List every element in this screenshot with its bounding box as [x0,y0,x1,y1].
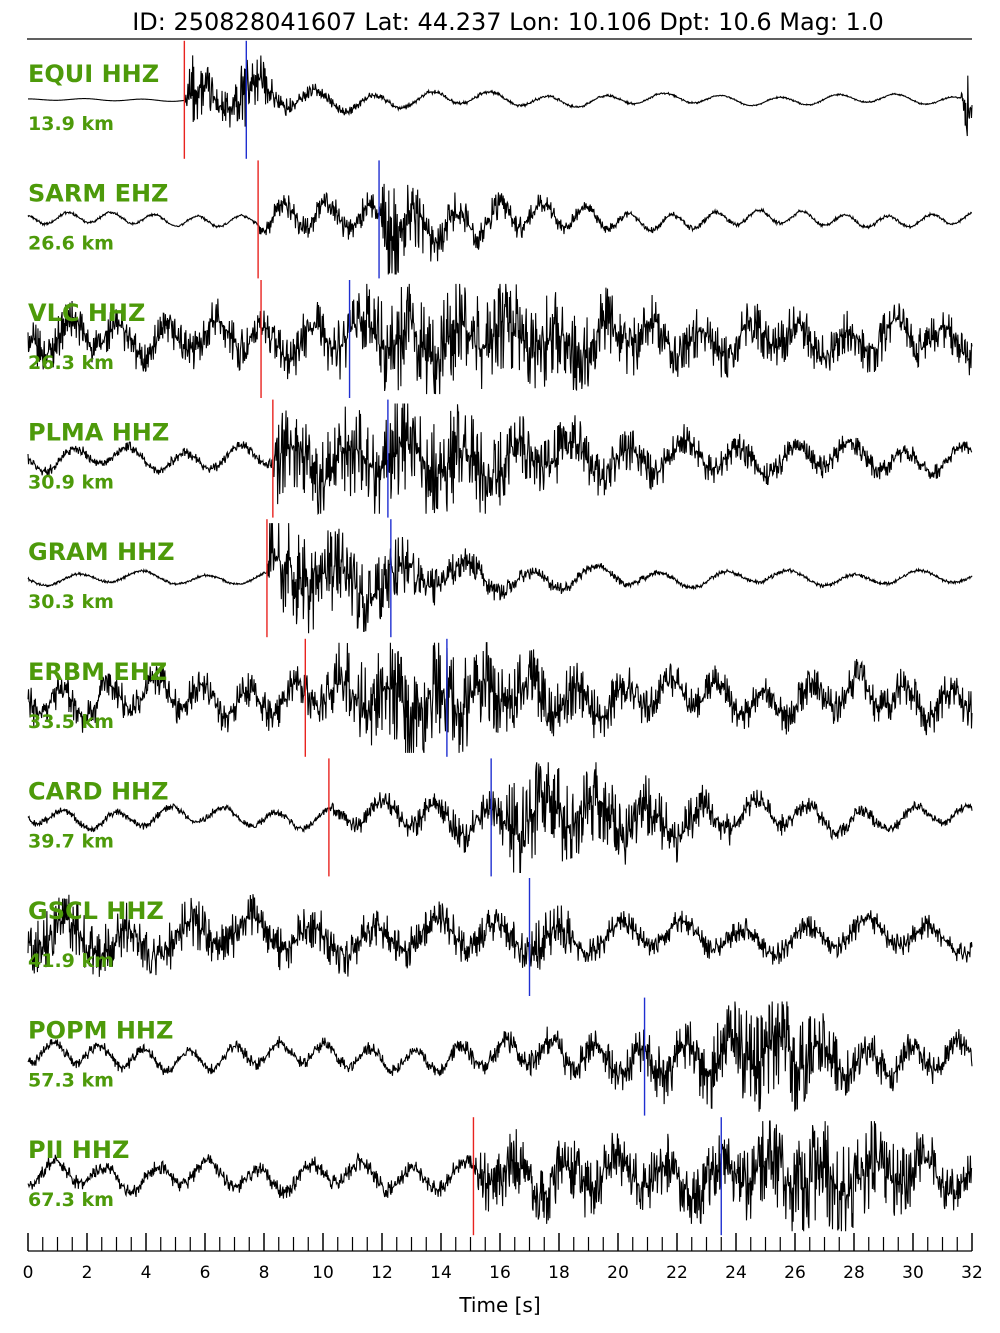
trace-erbm-ehz: ERBM EHZ 33.5 km [27,638,973,757]
trace-pii-hhz: PII HHZ 67.3 km [27,1117,973,1236]
distance-label: 26.3 km [28,352,114,374]
distance-label: 30.9 km [28,472,114,494]
x-tick-label: 10 [312,1263,334,1283]
distance-label: 33.5 km [28,711,114,733]
x-tick-label: 32 [961,1263,983,1283]
trace-sarm-ehz: SARM EHZ 26.6 km [27,160,973,279]
station-label: GSCL HHZ [28,897,164,925]
trace-vlc-hhz: VLC HHZ 26.3 km [27,280,973,398]
waveform [27,762,973,874]
station-label: VLC HHZ [28,299,145,327]
distance-label: 30.3 km [28,591,114,613]
x-tick-label: 0 [23,1263,34,1283]
station-label: CARD HHZ [28,777,169,805]
x-tick-label: 22 [666,1263,688,1283]
x-tick-label: 4 [141,1263,152,1283]
waveform [27,1120,973,1232]
x-tick-label: 18 [548,1263,570,1283]
x-tick-label: 28 [843,1263,865,1283]
x-tick-label: 26 [784,1263,806,1283]
waveform [27,283,973,395]
trace-equi-hhz: EQUI HHZ 13.9 km [27,40,973,159]
trace-card-hhz: CARD HHZ 39.7 km [27,758,973,877]
trace-plma-hhz: PLMA HHZ 30.9 km [27,399,973,518]
x-tick-label: 2 [82,1263,93,1283]
x-tick-label: 24 [725,1263,747,1283]
waveform [27,55,973,137]
x-tick-label: 12 [371,1263,393,1283]
x-tick-label: 20 [607,1263,629,1283]
station-label: PII HHZ [28,1136,129,1164]
time-axis: 0 2 4 6 8 10 12 14 16 18 20 22 24 26 28 30 32 [23,1233,983,1283]
x-tick-label: 14 [430,1263,452,1283]
chart-title: ID: 250828041607 Lat: 44.237 Lon: 10.106… [132,8,884,36]
station-label: EQUI HHZ [28,60,159,88]
station-label: GRAM HHZ [28,538,175,566]
x-tick-label: 16 [489,1263,511,1283]
trace-popm-hhz: POPM HHZ 57.3 km [27,997,973,1116]
station-label: POPM HHZ [28,1017,173,1045]
distance-label: 39.7 km [28,830,114,852]
waveform [27,1001,973,1112]
x-tick-label: 6 [200,1263,211,1283]
x-tick-label: 8 [259,1263,270,1283]
waveform [27,894,973,977]
distance-label: 57.3 km [28,1070,114,1092]
distance-label: 67.3 km [28,1189,114,1211]
waveform [27,403,973,515]
waveform [27,642,973,754]
trace-gscl-hhz: GSCL HHZ 41.9 km [27,878,973,996]
distance-label: 13.9 km [28,113,114,135]
trace-gram-hhz: GRAM HHZ 30.3 km [27,519,973,638]
distance-label: 26.6 km [28,232,114,254]
distance-label: 41.9 km [28,950,114,972]
station-label: ERBM EHZ [28,658,167,686]
station-label: PLMA HHZ [28,419,169,447]
traces-group: EQUI HHZ 13.9 km SARM EHZ 26.6 km VLC HHZ 26.… [27,40,973,1236]
waveform [27,183,973,275]
x-tick-label: 30 [902,1263,924,1283]
x-axis-label: Time [s] [458,1293,540,1317]
station-label: SARM EHZ [28,179,168,207]
waveform [27,523,973,634]
